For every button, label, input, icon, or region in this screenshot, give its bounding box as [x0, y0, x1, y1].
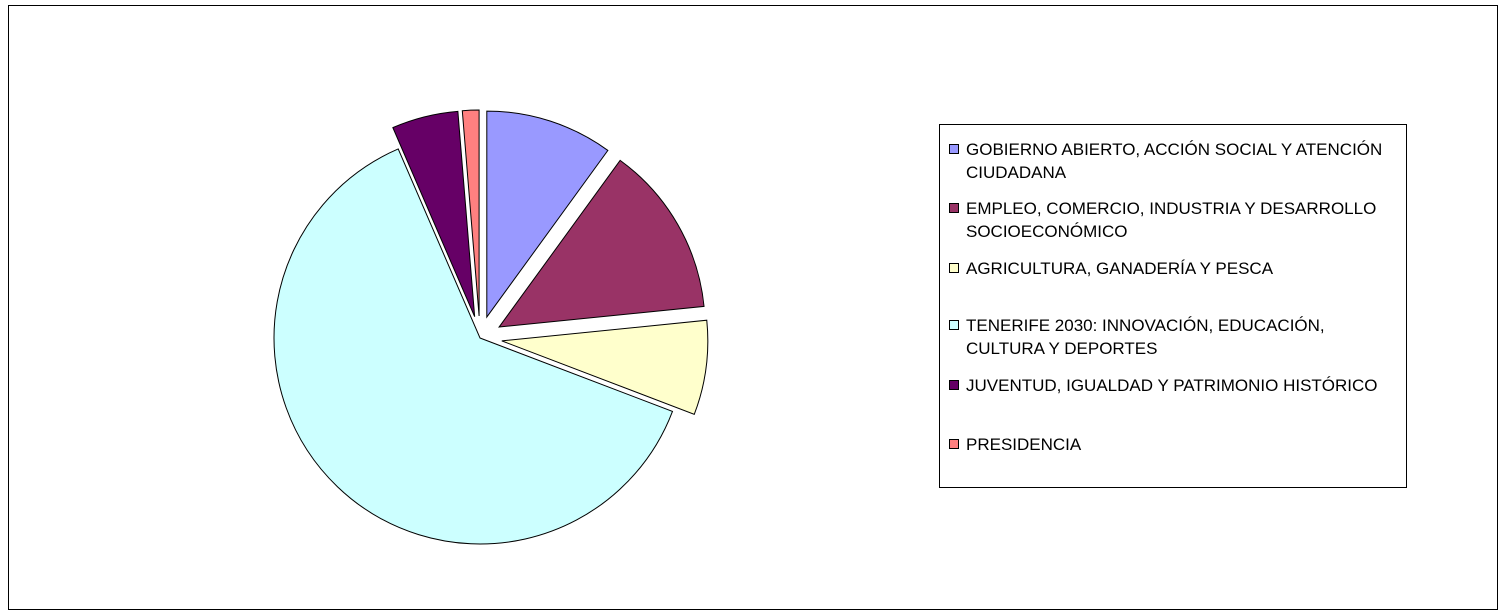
legend-swatch — [949, 320, 959, 330]
legend-entry: PRESIDENCIA — [949, 433, 1399, 456]
legend-entry: GOBIERNO ABIERTO, ACCIÓN SOCIAL Y ATENCI… — [949, 138, 1399, 184]
legend-swatch — [949, 263, 959, 273]
legend-entry: JUVENTUD, IGUALDAD Y PATRIMONIO HISTÓRIC… — [949, 374, 1399, 397]
legend-entry: AGRICULTURA, GANADERÍA Y PESCA — [949, 257, 1399, 280]
legend-swatch — [949, 144, 959, 154]
legend: GOBIERNO ABIERTO, ACCIÓN SOCIAL Y ATENCI… — [939, 124, 1407, 488]
pie-slice — [392, 110, 476, 317]
pie-slice — [461, 109, 480, 317]
legend-label: AGRICULTURA, GANADERÍA Y PESCA — [966, 259, 1274, 278]
pie-slice — [486, 110, 609, 319]
pie-slice — [498, 159, 705, 328]
legend-swatch — [949, 439, 959, 449]
legend-entry: TENERIFE 2030: INNOVACIÓN, EDUCACIÓN, CU… — [949, 314, 1399, 360]
pie-slice — [501, 319, 709, 415]
pie-slice — [273, 148, 674, 545]
legend-swatch — [949, 203, 959, 213]
legend-label: JUVENTUD, IGUALDAD Y PATRIMONIO HISTÓRIC… — [966, 376, 1378, 395]
legend-entry: EMPLEO, COMERCIO, INDUSTRIA Y DESARROLLO… — [949, 197, 1399, 243]
legend-label: EMPLEO, COMERCIO, INDUSTRIA Y DESARROLLO… — [966, 199, 1377, 241]
legend-label: GOBIERNO ABIERTO, ACCIÓN SOCIAL Y ATENCI… — [966, 140, 1383, 182]
legend-label: PRESIDENCIA — [966, 435, 1082, 454]
legend-label: TENERIFE 2030: INNOVACIÓN, EDUCACIÓN, CU… — [966, 316, 1325, 358]
legend-swatch — [949, 380, 959, 390]
